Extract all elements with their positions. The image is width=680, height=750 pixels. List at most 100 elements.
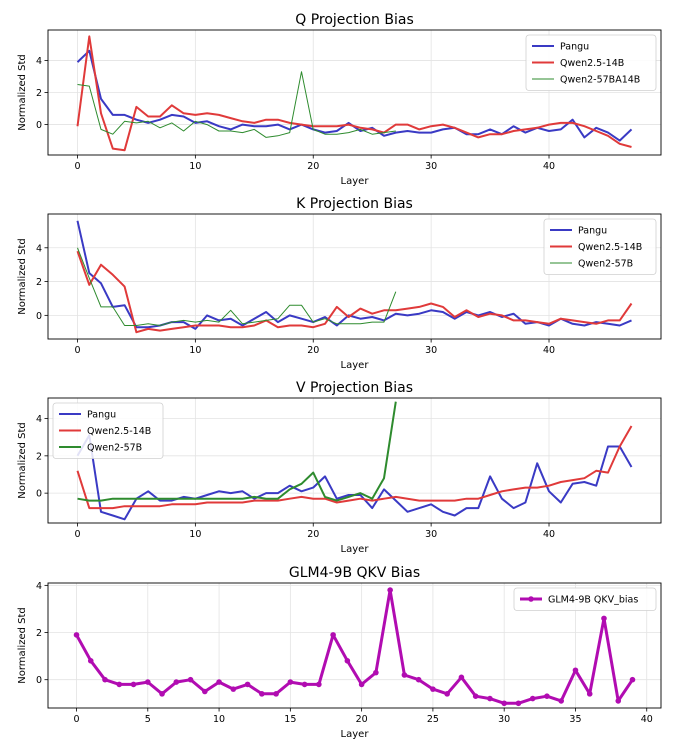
series-line-glm4-9b-qkv-bias [75, 588, 634, 705]
data-point [529, 695, 536, 702]
data-point [244, 681, 251, 688]
data-point [159, 691, 165, 697]
data-point [344, 658, 351, 664]
series-line-qwen2-5-14b [76, 425, 633, 510]
y-tick-label: 0 [36, 675, 42, 686]
x-tick-label: 40 [543, 161, 555, 172]
y-tick-label: 0 [36, 489, 42, 500]
y-axis-label: Normalized Std [17, 422, 28, 499]
data-point [87, 658, 94, 664]
legend: Pangu Qwen2.5-14B Qwen2-57B [543, 218, 657, 275]
legend: Pangu Qwen2.5-14B Qwen2-57BA14B [525, 34, 657, 91]
series-group [76, 220, 633, 334]
x-tick-label: 10 [189, 161, 201, 172]
x-tick-label: 20 [307, 345, 319, 356]
series-line-qwen2-57ba14b [77, 71, 396, 138]
data-point [316, 681, 322, 688]
data-point [615, 698, 622, 704]
data-point [373, 669, 379, 676]
series-group [76, 35, 633, 152]
data-point [572, 667, 579, 674]
x-tick-label: 20 [356, 714, 368, 725]
chart-panel-3: 0 10 20 30 40 0 2 4 V Projection Bias Layer Normal… [17, 380, 662, 555]
y-tick-label: 0 [36, 311, 42, 322]
series-line-qwen2-5-14b [76, 250, 633, 334]
y-tick-label: 2 [36, 451, 42, 462]
data-point [73, 632, 80, 638]
data-point [544, 693, 550, 700]
data-point [401, 672, 408, 678]
data-point [216, 679, 222, 685]
data-point [458, 674, 465, 681]
x-tick-label: 30 [425, 345, 437, 356]
x-tick-label: 40 [543, 529, 555, 540]
data-point [629, 676, 636, 683]
data-point [558, 698, 565, 704]
x-tick-label: 5 [145, 714, 151, 725]
data-point [515, 700, 522, 707]
x-axis-label: Layer [341, 176, 370, 187]
y-tick-label: 4 [36, 243, 42, 254]
data-point [230, 686, 237, 692]
data-point [387, 587, 393, 593]
legend-label: Qwen2.5-14B [578, 242, 642, 253]
data-point [259, 691, 265, 697]
legend-label: Pangu [87, 410, 116, 421]
legend-box [525, 34, 657, 91]
y-tick-label: 4 [36, 581, 42, 592]
data-point [187, 676, 194, 683]
x-tick-label: 0 [74, 345, 80, 356]
data-point [330, 632, 336, 638]
x-tick-label: 35 [569, 714, 581, 725]
legend-label: Pangu [578, 226, 607, 237]
legend-label: Qwen2.5-14B [87, 426, 151, 437]
axes-frame [47, 582, 662, 709]
y-tick-label: 2 [36, 628, 42, 639]
data-point [287, 679, 294, 685]
series-line-qwen2-5-14b [76, 35, 632, 152]
x-tick-label: 10 [189, 345, 201, 356]
y-tick-label: 2 [36, 88, 42, 99]
data-point [415, 676, 422, 683]
chart-panel-2: 0 10 20 30 40 0 2 4 K Projection Bias Layer Normal… [17, 196, 662, 371]
data-point [472, 693, 479, 700]
y-tick-label: 4 [36, 56, 42, 67]
legend-marker [528, 596, 534, 602]
legend-box [52, 402, 164, 459]
x-tick-label: 0 [74, 161, 80, 172]
x-tick-label: 10 [213, 714, 225, 725]
x-axis-label: Layer [341, 729, 370, 740]
x-tick-label: 40 [641, 714, 653, 725]
x-tick-label: 0 [73, 714, 79, 725]
chart-title: V Projection Bias [296, 380, 413, 396]
y-tick-label: 4 [36, 414, 42, 425]
legend: GLM4-9B QKV_bias [513, 587, 657, 611]
series-line-qwen2-57b [77, 401, 397, 502]
x-axis-label: Layer [341, 544, 370, 555]
legend: Pangu Qwen2.5-14B Qwen2-57B [52, 402, 164, 459]
chart-title: K Projection Bias [296, 196, 413, 212]
series-group [76, 401, 633, 521]
data-point [586, 691, 593, 697]
data-point [501, 700, 507, 707]
x-tick-label: 40 [543, 345, 555, 356]
legend-box [513, 587, 657, 611]
legend-box [543, 218, 657, 275]
y-axis-label: Normalized Std [17, 238, 28, 315]
x-tick-label: 25 [427, 714, 439, 725]
x-tick-label: 15 [284, 714, 296, 725]
chart-title: GLM4-9B QKV Bias [289, 565, 420, 581]
legend-label: Qwen2.5-14B [560, 58, 624, 69]
data-point [202, 688, 208, 695]
data-point [358, 681, 365, 688]
data-point [487, 695, 493, 702]
data-point [173, 679, 180, 685]
data-point [116, 681, 123, 688]
axes-frame [47, 213, 662, 340]
x-tick-label: 0 [74, 529, 80, 540]
y-tick-label: 2 [36, 277, 42, 288]
legend-label: Pangu [560, 42, 589, 53]
series-line-qwen2-57b [77, 247, 397, 326]
x-axis-label: Layer [341, 360, 370, 371]
